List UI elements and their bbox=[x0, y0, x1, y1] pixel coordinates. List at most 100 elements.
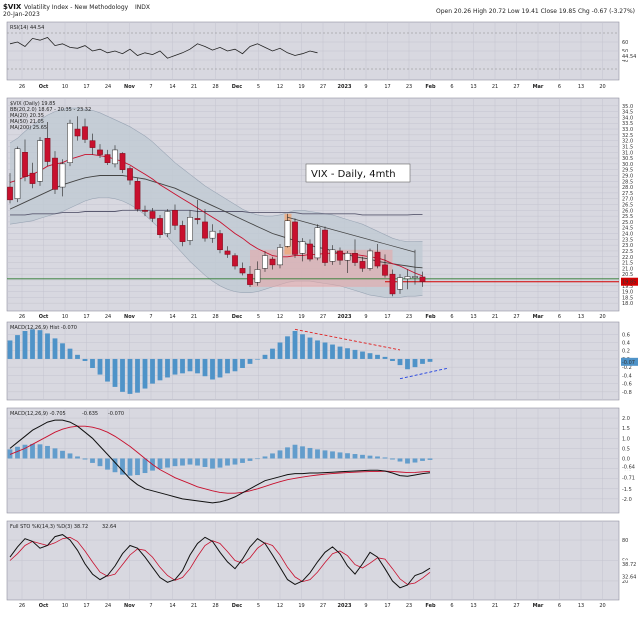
price-tick-label: 23.0 bbox=[622, 243, 633, 249]
price-tick-label: 25.0 bbox=[622, 220, 633, 226]
sto-tick-label: 80 bbox=[622, 538, 628, 544]
exchange-label: INDX bbox=[135, 4, 150, 11]
hist-bar bbox=[240, 358, 245, 368]
candle-body bbox=[44, 138, 51, 162]
x-tick-label: 13 bbox=[578, 84, 584, 90]
hist-bar bbox=[202, 358, 208, 377]
candle-body bbox=[127, 168, 133, 181]
price-tick-label: 25.5 bbox=[622, 214, 633, 220]
hist-bar bbox=[382, 356, 388, 359]
ma50-legend: MA(50) 21.05 bbox=[10, 119, 44, 125]
price-tick-label: 23.5 bbox=[622, 237, 633, 243]
hist-bar bbox=[127, 358, 133, 394]
price-tick-label: 31.0 bbox=[622, 150, 633, 156]
macd-hist-bar bbox=[157, 458, 163, 469]
hist-divergence-red bbox=[294, 328, 401, 351]
hist-bar bbox=[7, 340, 13, 359]
sto-k-line bbox=[9, 534, 431, 589]
x-tick-label: Mar bbox=[533, 603, 544, 609]
hist-tick-label: -0.4 bbox=[622, 373, 632, 379]
candle-body bbox=[119, 153, 126, 170]
x-tick-label: 19 bbox=[298, 603, 304, 609]
candle-body bbox=[247, 273, 253, 285]
hist-tick-label: 0.4 bbox=[622, 341, 630, 347]
macd-hist-bar bbox=[195, 458, 200, 466]
macd-hist-bar bbox=[120, 458, 125, 475]
x-tick-label: 21 bbox=[492, 603, 498, 609]
macd-hist-bar bbox=[412, 458, 418, 463]
x-tick-label: 17 bbox=[83, 314, 89, 320]
sto-d-legend: 32.64 bbox=[102, 524, 116, 530]
x-tick-label: 21 bbox=[191, 314, 197, 320]
x-tick-label: 23 bbox=[406, 314, 412, 320]
macd-hist-bar bbox=[397, 458, 403, 462]
macd-hist-bar bbox=[277, 450, 283, 459]
hist-bar bbox=[142, 358, 148, 389]
macd-signal-legend: -0.635 bbox=[82, 411, 98, 417]
macd-hist-bar bbox=[390, 458, 395, 460]
hist-bar bbox=[135, 358, 140, 393]
bollinger-upper bbox=[9, 107, 423, 242]
hist-bar bbox=[255, 358, 260, 360]
x-tick-label: 13 bbox=[578, 314, 584, 320]
x-tick-label: 2023 bbox=[338, 84, 352, 90]
hist-bar bbox=[262, 354, 268, 359]
sto-tick-label: 20 bbox=[622, 579, 628, 585]
price-tick-label: 27.5 bbox=[622, 191, 633, 197]
macd-line bbox=[9, 419, 431, 504]
x-tick-label: 21 bbox=[492, 314, 498, 320]
macd-hist-bar bbox=[330, 451, 335, 459]
sto-k-last-bg bbox=[621, 560, 638, 569]
price-tick-label: 27.0 bbox=[622, 197, 633, 203]
instrument-name: Volatility Index - New Methodology bbox=[24, 4, 129, 11]
hist-bar bbox=[37, 330, 43, 359]
x-tick-label: 20 bbox=[599, 314, 605, 320]
x-tick-label: Feb bbox=[425, 84, 436, 90]
x-tick-label: 23 bbox=[406, 603, 412, 609]
hist-bar bbox=[397, 358, 403, 366]
rsi-tick-label: 40 bbox=[622, 58, 628, 64]
candle-body bbox=[164, 211, 171, 234]
hist-bar bbox=[232, 358, 238, 372]
price-tick-label: 34.5 bbox=[622, 110, 633, 116]
macd-hist-bar bbox=[420, 458, 425, 461]
hist-bar bbox=[157, 358, 163, 381]
macd-hist-bar bbox=[262, 456, 268, 459]
macd-tick-label: 2.0 bbox=[622, 416, 630, 422]
macd-hist-bar bbox=[172, 458, 178, 467]
x-tick-label: 28 bbox=[212, 84, 218, 90]
ma20-legend: MA(20) 20.35 bbox=[10, 113, 44, 119]
x-tick-label: 13 bbox=[470, 84, 476, 90]
x-tick-label: 23 bbox=[406, 84, 412, 90]
macd-hist-value-legend: -0.070 bbox=[108, 411, 124, 417]
x-tick-label: 19 bbox=[298, 84, 304, 90]
x-tick-label: 27 bbox=[320, 603, 326, 609]
x-tick-label: 19 bbox=[298, 314, 304, 320]
x-tick-label: 17 bbox=[83, 603, 89, 609]
x-tick-label: Nov bbox=[124, 84, 136, 90]
candle-body bbox=[209, 230, 216, 239]
macd-hist-bar bbox=[285, 447, 290, 459]
x-tick-label: Feb bbox=[425, 603, 436, 609]
macd-tick-label: 0.5 bbox=[622, 446, 630, 452]
candle-body bbox=[359, 261, 366, 269]
macd-hist-bar bbox=[240, 458, 245, 463]
hist-bar bbox=[172, 358, 178, 375]
x-tick-label: 20 bbox=[599, 603, 605, 609]
macd-hist-bar bbox=[82, 458, 88, 460]
candle-body bbox=[352, 253, 358, 263]
macd-signal-last: -0.64 bbox=[622, 464, 635, 470]
price-tick-label: 24.5 bbox=[622, 226, 633, 232]
x-tick-label: Dec bbox=[232, 314, 243, 320]
hist-bar bbox=[300, 334, 305, 359]
price-tick-label: 19.0 bbox=[622, 290, 633, 296]
ma200-legend: MA(200) 25.65 bbox=[10, 125, 47, 131]
date-label: 20-Jan-2023 bbox=[3, 11, 40, 18]
hist-tick-label: -0.6 bbox=[622, 382, 632, 388]
x-tick-label: 9 bbox=[364, 314, 367, 320]
candle-body bbox=[194, 218, 201, 220]
x-tick-label: 26 bbox=[19, 314, 25, 320]
macd-tick-label: 1.0 bbox=[622, 436, 630, 442]
candle-body bbox=[389, 273, 396, 295]
